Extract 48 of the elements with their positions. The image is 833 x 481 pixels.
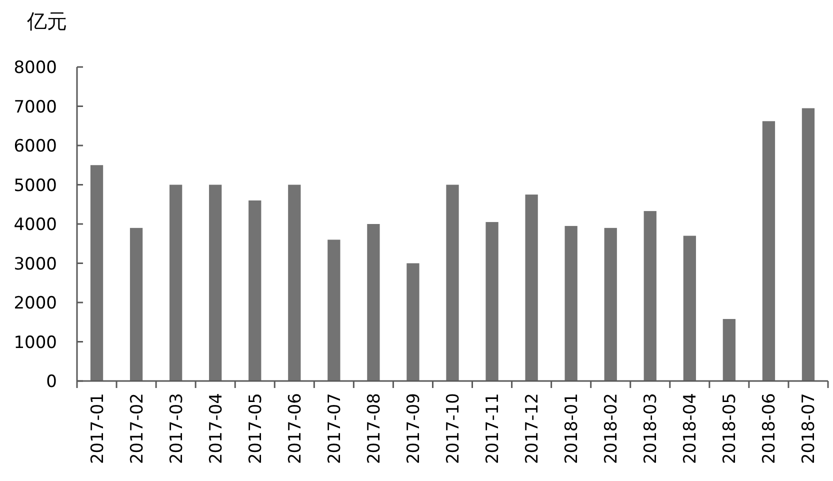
x-tick-label: 2018-04 [680, 393, 701, 464]
bar [169, 184, 182, 381]
bar [406, 263, 420, 381]
x-tick-label: 2017-09 [404, 393, 424, 464]
x-tick-label: 2017-12 [522, 393, 543, 464]
bar [525, 194, 538, 381]
y-tick-label: 3000 [14, 254, 57, 274]
x-tick-label: 2018-05 [720, 393, 740, 464]
y-tick-label: 8000 [14, 58, 57, 78]
bar [604, 228, 617, 381]
y-tick-label: 4000 [14, 215, 57, 235]
y-tick-label: 2000 [14, 294, 57, 314]
y-tick-label: 5000 [14, 176, 57, 196]
x-tick-label: 2017-01 [88, 393, 108, 464]
x-tick-label: 2018-03 [641, 393, 662, 464]
x-tick-label: 2018-06 [760, 393, 780, 464]
bar [564, 226, 578, 381]
bar [209, 184, 222, 381]
x-tick-label: 2018-07 [799, 393, 820, 464]
x-tick-label: 2018-02 [602, 393, 622, 464]
bar [762, 121, 776, 381]
x-tick-label: 2017-11 [483, 393, 504, 464]
bar [683, 236, 696, 381]
x-tick-label: 2017-10 [444, 393, 464, 464]
bar [644, 211, 656, 381]
y-tick-label: 6000 [14, 136, 57, 156]
y-tick-label: 7000 [14, 97, 57, 118]
bar [722, 318, 736, 381]
bar [486, 222, 498, 381]
bar [802, 108, 815, 381]
bar [328, 240, 340, 381]
bar [446, 184, 459, 381]
bar [130, 228, 143, 381]
bar [90, 165, 104, 381]
x-tick-label: 2017-05 [246, 393, 266, 464]
y-tick-label: 1000 [14, 332, 57, 353]
x-tick-label: 2017-08 [364, 393, 384, 464]
x-tick-label: 2017-04 [206, 393, 226, 464]
bar [288, 184, 301, 381]
x-tick-label: 2017-07 [324, 393, 345, 464]
x-tick-label: 2017-03 [166, 393, 187, 464]
y-tick-label: 0 [46, 372, 57, 392]
x-tick-label: 2018-01 [562, 393, 582, 464]
bar [367, 224, 380, 381]
y-axis-title: 亿元 [26, 9, 67, 33]
x-tick-label: 2017-06 [285, 393, 306, 464]
x-tick-label: 2017-02 [127, 393, 148, 464]
bar [248, 200, 262, 381]
